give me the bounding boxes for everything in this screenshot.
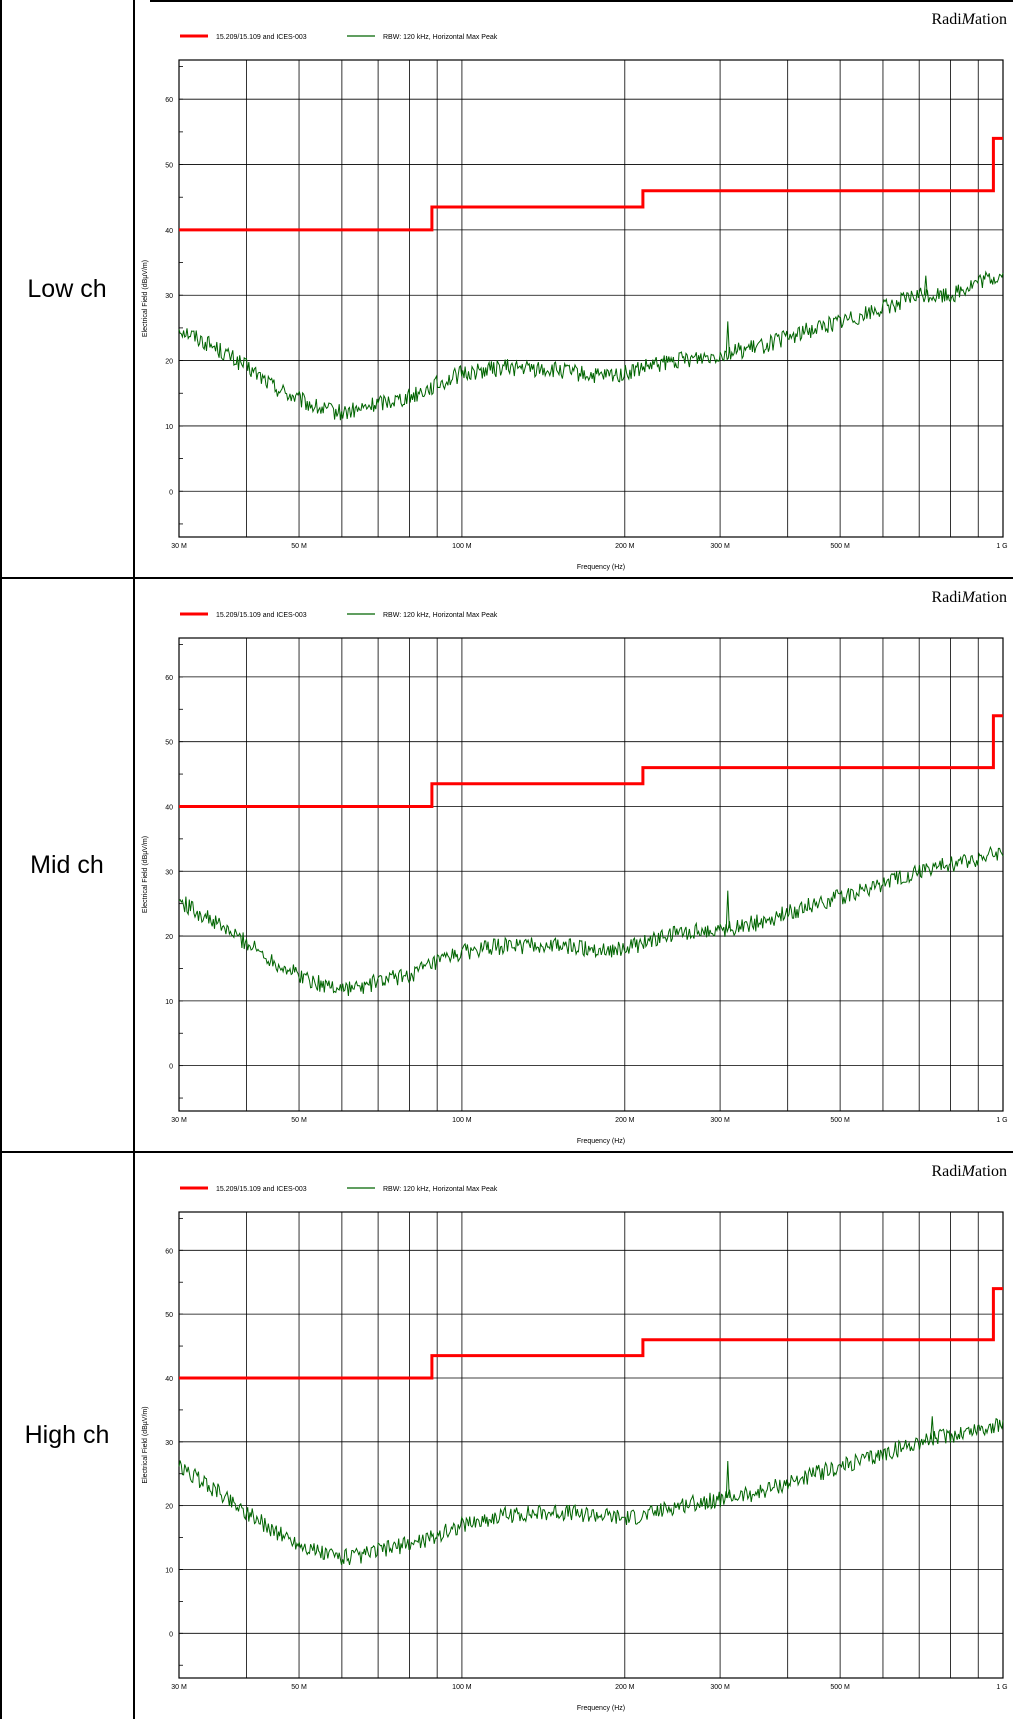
series-line-measurement: [178, 845, 1004, 996]
series-line-measurement: [178, 270, 1004, 421]
x-tick-label: 500 M: [830, 1684, 850, 1691]
x-tick-label: 100 M: [452, 1684, 472, 1691]
legend-label: RBW: 120 kHz, Horizontal Max Peak: [383, 34, 498, 41]
series-line-limit: [179, 1287, 1003, 1380]
y-axis-label: Electrical Field (dBµV/m): [142, 1406, 149, 1483]
x-tick-label: 300 M: [710, 543, 730, 550]
x-tick-label: 1 G: [996, 1684, 1007, 1691]
y-tick-label: 40: [165, 228, 173, 235]
table-border-left: [0, 0, 2, 1719]
table-divider-column: [133, 0, 135, 1719]
y-tick-label: 10: [165, 999, 173, 1006]
x-tick-label: 30 M: [171, 543, 187, 550]
legend-label: 15.209/15.109 and ICES-003: [216, 1186, 307, 1193]
y-tick-label: 0: [169, 489, 173, 496]
x-tick-label: 300 M: [710, 1684, 730, 1691]
y-tick-label: 40: [165, 1376, 173, 1383]
y-tick-label: 0: [169, 1631, 173, 1638]
series-spike: [923, 275, 928, 296]
y-tick-label: 20: [165, 1504, 173, 1511]
x-tick-label: 50 M: [291, 1117, 307, 1124]
y-tick-label: 10: [165, 1567, 173, 1574]
y-tick-label: 20: [165, 359, 173, 366]
y-tick-label: 60: [165, 675, 173, 682]
plot-cell: RadiMation 15.209/15.109 and ICES-003 RBW:…: [135, 0, 1013, 578]
y-tick-label: 50: [165, 163, 173, 170]
series-line-limit: [179, 714, 1003, 808]
chart-legend: 15.209/15.109 and ICES-003 RBW: 120 kHz, …: [180, 34, 498, 41]
series-spike: [725, 890, 730, 929]
series-line-measurement: [178, 1417, 1004, 1566]
x-axis-label: Frequency (Hz): [577, 564, 625, 571]
series-spike: [930, 1416, 935, 1440]
x-tick-label: 200 M: [615, 543, 635, 550]
plot-area: [178, 637, 1004, 1112]
x-tick-label: 1 G: [996, 1117, 1007, 1124]
legend-label: 15.209/15.109 and ICES-003: [216, 34, 307, 41]
plot-area: [178, 1211, 1004, 1679]
legend-label: RBW: 120 kHz, Horizontal Max Peak: [383, 1186, 498, 1193]
row-label: Low ch: [27, 274, 107, 303]
chart-legend: 15.209/15.109 and ICES-003 RBW: 120 kHz, …: [180, 1186, 498, 1193]
y-tick-label: 40: [165, 804, 173, 811]
x-tick-label: 200 M: [615, 1117, 635, 1124]
y-tick-label: 30: [165, 1440, 173, 1447]
y-tick-label: 50: [165, 740, 173, 747]
brand-logo: RadiMation: [931, 589, 1007, 606]
y-axis-label: Electrical Field (dBµV/m): [142, 836, 149, 913]
x-tick-label: 100 M: [452, 543, 472, 550]
table-divider-row: [0, 577, 1013, 579]
x-tick-label: 30 M: [171, 1117, 187, 1124]
y-tick-label: 20: [165, 934, 173, 941]
y-tick-label: 60: [165, 1248, 173, 1255]
emission-chart-low: RadiMation 15.209/15.109 and ICES-003 RBW:…: [142, 11, 1008, 571]
y-tick-label: 60: [165, 97, 173, 104]
x-tick-label: 500 M: [830, 543, 850, 550]
table-divider-row: [0, 1151, 1013, 1153]
x-tick-label: 300 M: [710, 1117, 730, 1124]
plot-area: [178, 59, 1004, 538]
plot-cell: RadiMation 15.209/15.109 and ICES-003 RBW:…: [135, 1152, 1013, 1719]
legend-label: 15.209/15.109 and ICES-003: [216, 612, 307, 619]
emission-chart-high: RadiMation 15.209/15.109 and ICES-003 RBW:…: [142, 1163, 1008, 1712]
brand-logo: RadiMation: [931, 11, 1007, 28]
x-tick-label: 30 M: [171, 1684, 187, 1691]
legend-label: RBW: 120 kHz, Horizontal Max Peak: [383, 612, 498, 619]
table-border-top: [150, 0, 1013, 2]
x-axis-label: Frequency (Hz): [577, 1138, 625, 1145]
y-tick-label: 30: [165, 293, 173, 300]
y-tick-label: 50: [165, 1312, 173, 1319]
emission-chart-mid: RadiMation 15.209/15.109 and ICES-003 RBW:…: [142, 589, 1008, 1145]
x-tick-label: 200 M: [615, 1684, 635, 1691]
series-line-limit: [179, 136, 1003, 232]
x-axis-label: Frequency (Hz): [577, 1705, 625, 1712]
y-tick-label: 30: [165, 869, 173, 876]
y-tick-label: 0: [169, 1064, 173, 1071]
y-tick-label: 10: [165, 424, 173, 431]
series-spike: [725, 321, 730, 353]
result-row-low: Low ch RadiMation 15.209/15.109 and ICES-…: [0, 0, 1013, 578]
chart-legend: 15.209/15.109 and ICES-003 RBW: 120 kHz, …: [180, 612, 498, 619]
result-row-high: High ch RadiMation 15.209/15.109 and ICES…: [0, 1152, 1013, 1719]
row-label: High ch: [24, 1421, 110, 1449]
result-row-mid: Mid ch RadiMation 15.209/15.109 and ICES-…: [0, 578, 1013, 1152]
x-tick-label: 50 M: [291, 543, 307, 550]
x-tick-label: 100 M: [452, 1117, 472, 1124]
row-label: Mid ch: [30, 850, 104, 879]
brand-logo: RadiMation: [931, 1163, 1007, 1180]
x-tick-label: 500 M: [830, 1117, 850, 1124]
series-spike: [725, 1460, 730, 1498]
x-tick-label: 50 M: [291, 1684, 307, 1691]
x-tick-label: 1 G: [996, 543, 1007, 550]
plot-cell: RadiMation 15.209/15.109 and ICES-003 RBW:…: [135, 578, 1013, 1152]
y-axis-label: Electrical Field (dBµV/m): [142, 260, 149, 337]
